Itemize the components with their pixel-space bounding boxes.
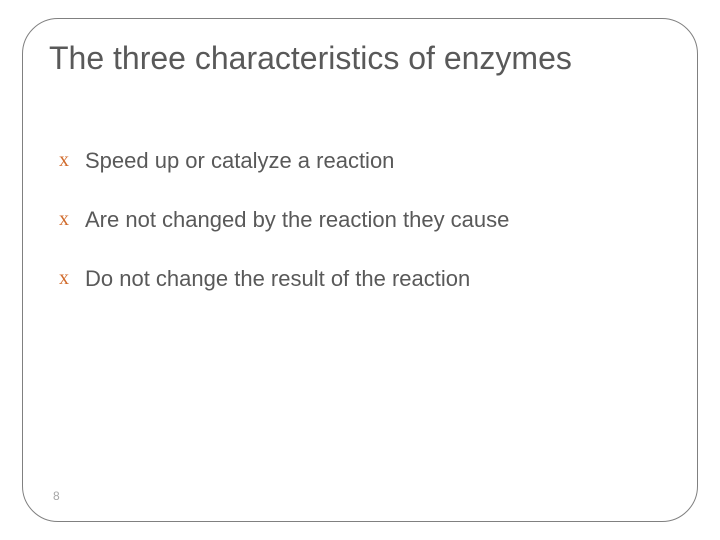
list-item: x Do not change the result of the reacti… [59, 265, 671, 294]
page-number: 8 [53, 489, 60, 503]
bullet-text: Do not change the result of the reaction [85, 266, 470, 291]
slide-frame: The three characteristics of enzymes x S… [22, 18, 698, 522]
bullet-text: Are not changed by the reaction they cau… [85, 207, 509, 232]
slide-title: The three characteristics of enzymes [49, 39, 671, 77]
bullet-icon: x [59, 150, 69, 170]
list-item: x Speed up or catalyze a reaction [59, 147, 671, 176]
bullet-icon: x [59, 268, 69, 288]
list-item: x Are not changed by the reaction they c… [59, 206, 671, 235]
bullet-list: x Speed up or catalyze a reaction x Are … [59, 147, 671, 293]
bullet-text: Speed up or catalyze a reaction [85, 148, 394, 173]
bullet-icon: x [59, 209, 69, 229]
slide: The three characteristics of enzymes x S… [0, 0, 720, 540]
